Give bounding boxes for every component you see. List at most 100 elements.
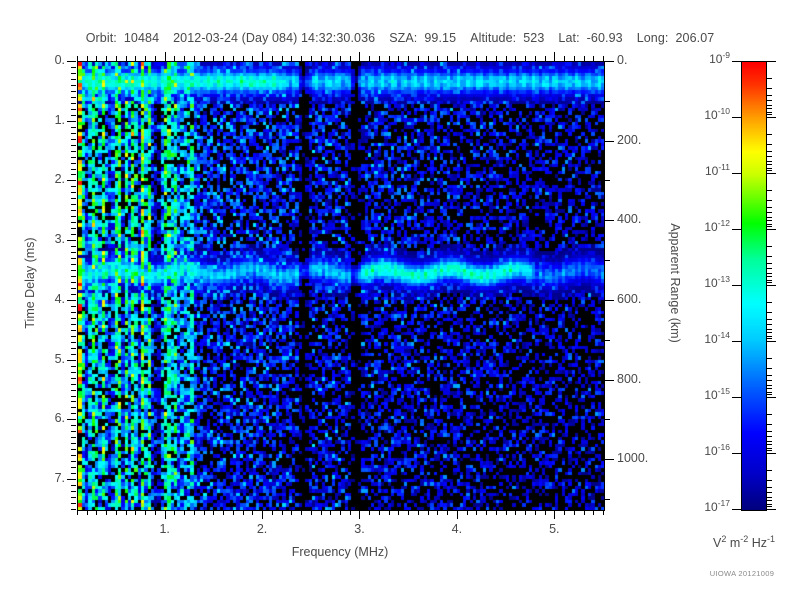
- y-axis-tick-left: [71, 473, 76, 474]
- x-axis-tick-top: [165, 52, 166, 61]
- colorbar-minor-tick-right: [767, 388, 772, 389]
- x-axis-tick: [252, 510, 253, 515]
- x-axis-tick-top: [398, 56, 399, 61]
- x-axis-tick: [437, 510, 438, 515]
- colorbar-major-tick-right: [767, 229, 776, 230]
- colorbar-major-tick-left: [732, 173, 741, 174]
- colorbar-minor-tick-right: [767, 312, 772, 313]
- x-axis-tick: [204, 510, 205, 515]
- y-axis-tick-left: [67, 419, 76, 420]
- y-axis-tick-left: [71, 372, 76, 373]
- colorbar-major-tick-left: [732, 397, 741, 398]
- colorbar-minor-tick-right: [767, 282, 772, 283]
- x-axis-tick: [155, 510, 156, 515]
- y-axis-tick-left: [71, 198, 76, 199]
- x-axis-tick: [554, 510, 555, 519]
- x-axis-tick: [418, 510, 419, 515]
- figure-credit: UIOWA 20121009: [709, 569, 775, 578]
- colorbar-minor-tick-right: [767, 246, 772, 247]
- x-axis-tick-top: [408, 56, 409, 61]
- y-axis-tick-left: [71, 348, 76, 349]
- x-axis-tick: [408, 510, 409, 515]
- x-axis-tick-top: [593, 56, 594, 61]
- colorbar-minor-tick-right: [767, 414, 772, 415]
- x-axis-tick-top: [96, 56, 97, 61]
- colorbar-tick-exponent: -9: [722, 50, 730, 60]
- colorbar-major-tick-right: [767, 509, 776, 510]
- x-axis-tick-top: [515, 56, 516, 61]
- colorbar-minor-tick-right: [767, 168, 772, 169]
- colorbar-tick-exponent: -12: [717, 218, 730, 228]
- y-axis-tick-left: [71, 174, 76, 175]
- y-axis-tick-label-left: 2.: [54, 172, 65, 187]
- y-axis-tick-left: [71, 163, 76, 164]
- y-axis-tick-right: [605, 61, 614, 62]
- x-axis-tick-top: [418, 56, 419, 61]
- colorbar-tick-base: 10: [709, 52, 723, 66]
- colorbar-major-tick-left: [732, 509, 741, 510]
- x-axis-tick-top: [321, 56, 322, 61]
- colorbar-tick-label: 10-15: [679, 387, 730, 402]
- colorbar-tick-label: 10-11: [679, 163, 730, 178]
- x-axis-tick: [428, 510, 429, 515]
- unit-volts: V: [712, 536, 722, 550]
- colorbar-minor-tick-right: [767, 448, 772, 449]
- x-axis-tick-top: [584, 56, 585, 61]
- sza-value: 99.15: [424, 31, 457, 45]
- colorbar-major-tick-left: [732, 453, 741, 454]
- colorbar-minor-tick-right: [767, 156, 772, 157]
- y-axis-tick-left: [71, 425, 76, 426]
- colorbar-minor-tick-right: [767, 256, 772, 257]
- colorbar-minor-tick-right: [767, 385, 772, 386]
- y-axis-tick-left: [71, 431, 76, 432]
- colorbar-major-tick-left: [732, 229, 741, 230]
- x-axis-tick-top: [213, 56, 214, 61]
- colorbar-tick-exponent: -16: [717, 442, 730, 452]
- y-axis-tick-left: [71, 467, 76, 468]
- y-axis-tick-left: [71, 306, 76, 307]
- x-axis-tick-top: [476, 56, 477, 61]
- y-axis-tick-left: [71, 503, 76, 504]
- y-axis-tick-left: [71, 437, 76, 438]
- y-axis-tick-left: [71, 396, 76, 397]
- colorbar-minor-tick-right: [767, 338, 772, 339]
- colorbar-minor-tick-right: [767, 263, 772, 264]
- y-axis-tick-left: [71, 413, 76, 414]
- colorbar-minor-tick-right: [767, 224, 772, 225]
- y-axis-tick-left: [67, 300, 76, 301]
- y-axis-title-left: Time Delay (ms): [23, 237, 37, 329]
- x-axis-tick-top: [486, 56, 487, 61]
- colorbar-minor-tick-right: [767, 441, 772, 442]
- y-axis-tick-left: [71, 455, 76, 456]
- x-axis-title: Frequency (MHz): [291, 545, 389, 559]
- y-axis-tick-label-right: 400.: [617, 212, 642, 227]
- x-axis-tick-top: [389, 56, 390, 61]
- colorbar-minor-tick-right: [767, 88, 772, 89]
- x-axis-tick-top: [330, 56, 331, 61]
- colorbar-minor-tick-right: [767, 436, 772, 437]
- y-axis-tick-left: [71, 91, 76, 92]
- colorbar-minor-tick-right: [767, 105, 772, 106]
- x-axis-tick-top: [77, 56, 78, 61]
- colorbar-tick-label: 10-12: [679, 218, 730, 234]
- x-axis-tick-top: [311, 56, 312, 61]
- x-axis-tick: [457, 510, 458, 519]
- y-axis-tick-left: [71, 97, 76, 98]
- x-axis-tick-top: [243, 56, 244, 61]
- y-axis-tick-left: [71, 312, 76, 313]
- y-axis-tick-left: [71, 210, 76, 211]
- x-axis-tick: [184, 510, 185, 515]
- colorbar-minor-tick-right: [767, 200, 772, 201]
- colorbar-minor-tick-right: [767, 329, 772, 330]
- x-axis-tick-top: [204, 56, 205, 61]
- y-axis-tick-left: [71, 336, 76, 337]
- x-axis-tick-top: [457, 52, 458, 61]
- colorbar-tick-label: 10-14: [679, 331, 730, 346]
- colorbar-tick-label: 10-10: [679, 107, 730, 122]
- y-axis-tick-label-left: 7.: [54, 471, 65, 486]
- y-axis-tick-label-right: 800.: [617, 371, 642, 386]
- colorbar-gradient: [742, 62, 766, 510]
- colorbar-minor-tick-right: [767, 268, 772, 269]
- x-axis-tick: [126, 510, 127, 515]
- x-axis-tick: [77, 510, 78, 515]
